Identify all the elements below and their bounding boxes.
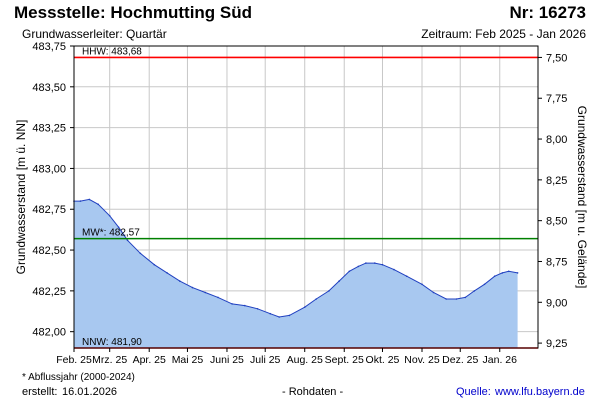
x-tick-label: Juni 25	[210, 354, 244, 366]
data-point	[315, 298, 318, 300]
plot-frame	[73, 45, 539, 349]
data-point	[507, 270, 510, 273]
data-point	[108, 215, 111, 217]
y-tick-label: 482,75	[32, 204, 66, 216]
right-y-tick-label: 8,25	[546, 175, 567, 187]
y-tick-label: 483,50	[32, 82, 66, 94]
right-y-tick-label: 8,00	[546, 134, 567, 146]
source-label: Quelle:	[456, 386, 491, 398]
data-point	[303, 306, 306, 309]
data-point	[153, 263, 156, 266]
data-point	[179, 280, 181, 282]
x-tick-label: Juli 25	[250, 354, 281, 366]
right-y-tick-label: 7,75	[546, 93, 567, 105]
source-link[interactable]: www.lfu.bayern.de	[495, 386, 585, 398]
data-point	[288, 314, 291, 317]
right-y-tick-label: 8,75	[546, 256, 567, 268]
data-point	[393, 268, 395, 271]
water-level-line	[74, 198, 518, 318]
x-tick-label: Dez. 25	[442, 354, 478, 366]
data-point	[432, 291, 435, 294]
station-title: Messstelle: Hochmutting Süd	[14, 3, 253, 22]
data-point	[217, 296, 219, 299]
x-tick-label: Jan. 26	[483, 354, 518, 366]
data-point	[421, 283, 423, 286]
period-label: Zeitraum: Feb 2025 - Jan 2026	[421, 27, 586, 41]
data-point	[405, 275, 408, 278]
hhw-label: HHW: 483,68	[82, 46, 142, 57]
data-point	[97, 203, 99, 206]
y-tick-label: 483,00	[32, 163, 66, 175]
x-tick-label: Mrz. 25	[92, 354, 127, 366]
area-layer	[73, 198, 519, 348]
x-tick-label: Apr. 25	[133, 354, 166, 366]
right-y-tick-label: 8,50	[546, 216, 567, 228]
right-y-axis-title: Grundwasserstand [m u. Gelände]	[575, 106, 589, 289]
data-point	[374, 262, 376, 264]
water-level-area	[74, 199, 518, 348]
data-point	[126, 239, 129, 242]
x-tick-label: Okt. 25	[366, 354, 400, 366]
x-tick-label: Sept. 25	[325, 354, 364, 366]
data-point	[338, 280, 340, 282]
data-point	[357, 265, 360, 268]
data-point	[473, 290, 476, 292]
nnw-label: NNW: 481,90	[82, 337, 142, 348]
footnote: * Abflussjahr (2000-2024)	[22, 372, 135, 383]
x-tick-label: Feb. 25	[56, 354, 92, 366]
axis-layer: 483,75 483,50 483,25 483,00 482,75 482,50 482,…	[14, 41, 589, 366]
x-tick-label: Nov. 25	[404, 354, 440, 366]
data-point	[79, 200, 82, 202]
y-tick-label: 482,00	[32, 327, 66, 339]
data-point	[88, 198, 91, 201]
data-point	[244, 304, 246, 307]
y-tick-label: 483,75	[32, 41, 66, 53]
mw-label: MW*: 482,57	[82, 228, 140, 239]
data-point	[231, 303, 233, 305]
data-point	[348, 270, 351, 273]
data-point	[166, 272, 168, 274]
data-point	[493, 275, 496, 278]
data-point	[516, 272, 519, 274]
data-point	[365, 262, 367, 264]
right-y-tick-label: 9,00	[546, 297, 567, 309]
data-point	[256, 308, 259, 310]
data-point	[483, 283, 486, 286]
y-tick-label: 482,25	[32, 286, 66, 298]
aquifer-label: Grundwasserleiter: Quartär	[22, 27, 167, 41]
y-tick-label: 482,50	[32, 245, 66, 257]
created-label: erstellt:	[22, 386, 58, 398]
data-point	[381, 263, 384, 266]
data-point	[328, 290, 330, 292]
data-point	[278, 316, 281, 318]
right-y-tick-label: 7,50	[546, 52, 567, 64]
right-y-tick-label: 9,25	[546, 338, 567, 350]
y-tick-label: 483,25	[32, 123, 66, 135]
data-point	[204, 291, 207, 294]
data-point	[501, 272, 504, 274]
data-point	[191, 286, 194, 289]
data-point	[464, 296, 467, 299]
y-axis-title: Grundwasserstand [m ü. NN]	[14, 120, 28, 275]
station-number: Nr: 16273	[509, 3, 586, 22]
x-tick-label: Aug. 25	[287, 354, 323, 366]
created-date: 16.01.2026	[62, 386, 118, 398]
data-point	[117, 226, 120, 228]
data-point	[445, 298, 448, 300]
data-point	[455, 298, 458, 300]
x-tick-label: Mai 25	[172, 354, 204, 366]
data-point	[269, 312, 272, 315]
data-point	[139, 252, 142, 255]
rawdata-label: - Rohdaten -	[282, 386, 344, 398]
